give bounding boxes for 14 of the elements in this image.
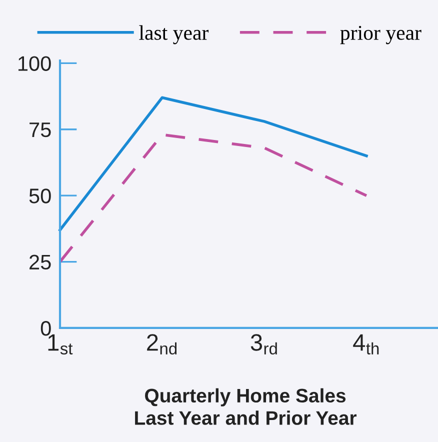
y-tick-label: 75 xyxy=(30,122,51,138)
y-tick-label: 100 xyxy=(18,56,51,71)
x-tick-label: 3$_{rd}$ xyxy=(250,334,277,354)
y-tick-label: 0 xyxy=(40,320,51,336)
y-tick-label: 50 xyxy=(29,188,51,204)
x-tick-label: 2$_{nd}$ xyxy=(147,334,177,354)
text: Quarterly Home Sales Last Year and Prior Year xyxy=(135,388,357,425)
legend-label: prior year xyxy=(340,26,422,44)
line-series xyxy=(58,96,368,232)
legend-label: last year xyxy=(139,25,209,44)
line-series xyxy=(58,133,368,264)
y-tick-label: 25 xyxy=(30,254,51,270)
x-tick-label: 1$_{st}$ xyxy=(48,334,73,354)
x-tick-label: 4$_{th}$ xyxy=(353,334,379,354)
